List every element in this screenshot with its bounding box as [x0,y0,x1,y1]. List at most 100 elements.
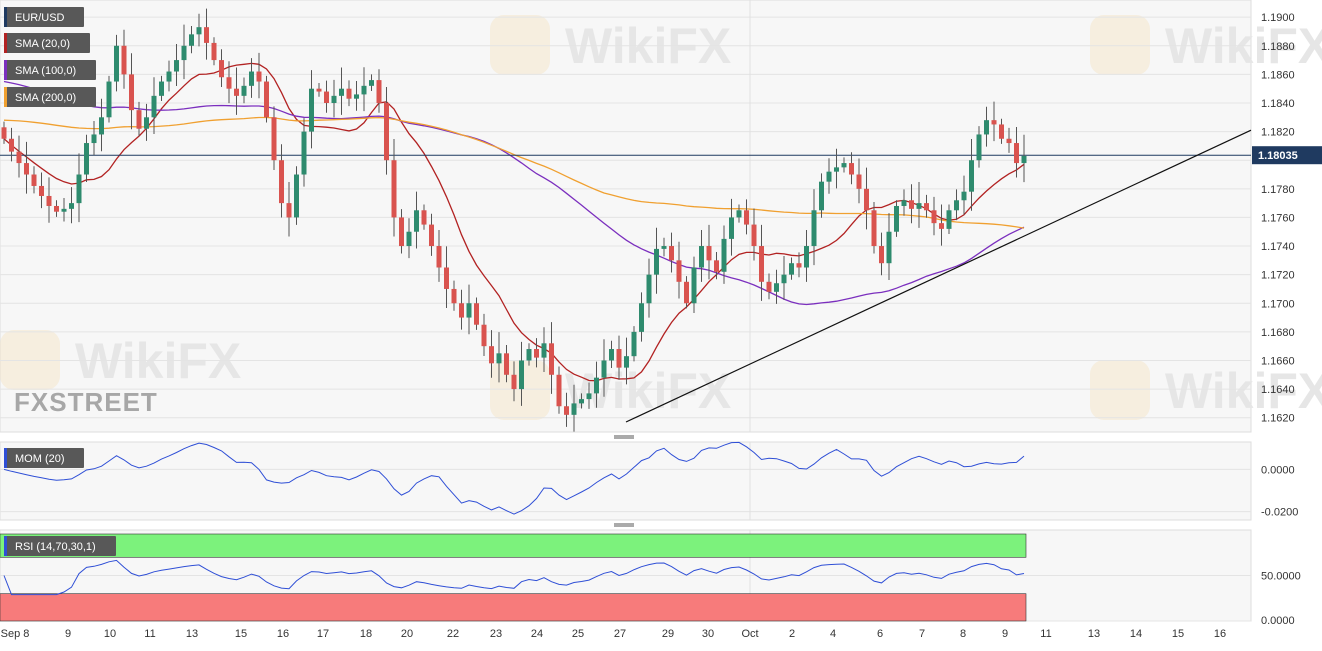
date-tick-label: 14 [1130,628,1142,640]
candle-body [369,80,374,86]
candle-body [691,267,697,304]
candle-body [91,134,97,144]
candle-body [256,71,262,82]
candle-body [856,174,862,189]
svg-text:FXSTREET: FXSTREET [14,387,158,417]
candle-body [571,403,577,415]
legend: EUR/USD SMA (20,0) SMA (100,0) SMA (200,0) M… [4,7,116,556]
candle-body [466,303,472,318]
candle-body [826,171,832,182]
watermark-badge [1090,15,1150,75]
candle-body [789,263,794,275]
price-tick-label: 1.1680 [1261,327,1295,339]
candle-body [481,324,487,347]
candle-body [601,360,607,378]
price-tick-label: 1.1840 [1261,98,1295,110]
momentum-line [3,441,1025,515]
candle-body [744,210,749,225]
candle-body [706,246,712,261]
candle-body [729,217,734,239]
candle-body [796,263,802,268]
candle-body [219,60,224,78]
candle-body [436,246,442,268]
candle-body [76,174,82,204]
legend-sma100-label: SMA (100,0) [15,65,76,77]
candle-body [31,174,37,186]
candle-body [249,71,254,86]
candle-body [916,203,922,209]
candle-body [984,120,989,135]
candle-body [406,231,412,247]
candle-body [736,210,742,218]
candle-body [714,260,719,272]
candle-body [331,95,337,103]
candle-body [669,246,674,261]
date-tick-label: 13 [186,628,198,640]
candle-body [189,34,194,46]
candle-body [444,267,449,289]
x-axis-labels: Sep 8 9 10 11 13 15 16 17 18 20 22 23 24 25 27 29 30 Oct 2… [1,628,1227,640]
candle-body [549,343,554,375]
candle-body [586,393,592,400]
candle-body [309,88,314,132]
candle-body [414,210,419,232]
candle-body [234,88,239,96]
candle-body [1021,155,1027,164]
candle-body [114,45,119,82]
candle-body [144,117,149,129]
candle-body [834,167,839,172]
price-tick-label: 1.1820 [1261,127,1295,139]
sma-lines [0,62,1251,382]
candle-body [54,205,59,212]
candle-body [504,353,509,375]
candle-body [264,81,269,118]
date-tick-label: 6 [877,628,883,640]
last-price-badge [1252,146,1322,165]
date-tick-label: 11 [1040,628,1051,640]
mom-pane-bg [0,441,1252,521]
candle-body [849,163,854,175]
sma-20-line [3,62,1025,382]
pane-splitter[interactable] [614,523,634,527]
price-tick-label: 1.1880 [1261,41,1295,53]
legend-sma200-swatch [4,87,7,107]
candle-body [316,88,322,92]
candle-body [294,174,299,218]
rsi-line [3,559,1025,596]
price-tick-label: 1.1780 [1261,184,1295,196]
candle-body [384,102,389,161]
date-tick-label: 27 [614,628,626,640]
date-tick-label: 30 [702,628,714,640]
date-tick-label: 16 [1214,628,1226,640]
fxstreet-logo: FXSTREET [14,387,158,417]
candle-body [804,246,809,268]
price-tick-label: 1.1760 [1261,212,1295,224]
candle-body [609,349,614,361]
candle-body [976,134,982,161]
candle-body [526,349,532,361]
date-tick-label: 18 [360,628,372,640]
candle-body [61,208,67,212]
candle-body [151,95,157,118]
candle-body [1014,143,1019,164]
candle-body [886,231,892,264]
date-tick-label: 13 [1088,628,1100,640]
rsi-bands [0,533,1027,622]
candle-body [421,210,427,225]
candle-body [16,151,22,164]
candle-body [909,200,914,209]
candle-body [646,274,652,304]
price-tick-label: 1.1660 [1261,355,1295,367]
date-tick-label: 17 [317,628,329,640]
legend-sma20-bg [4,33,90,53]
pane-splitter[interactable] [614,435,634,439]
candle-body [774,283,779,292]
candle-body [684,281,689,304]
candle-body [99,117,104,135]
candle-body [279,160,284,204]
candle-body [631,331,637,357]
date-tick-label: 23 [490,628,502,640]
candle-body [654,248,659,275]
price-tick-label: 1.1720 [1261,270,1295,282]
legend-sma200-bg [4,87,96,107]
